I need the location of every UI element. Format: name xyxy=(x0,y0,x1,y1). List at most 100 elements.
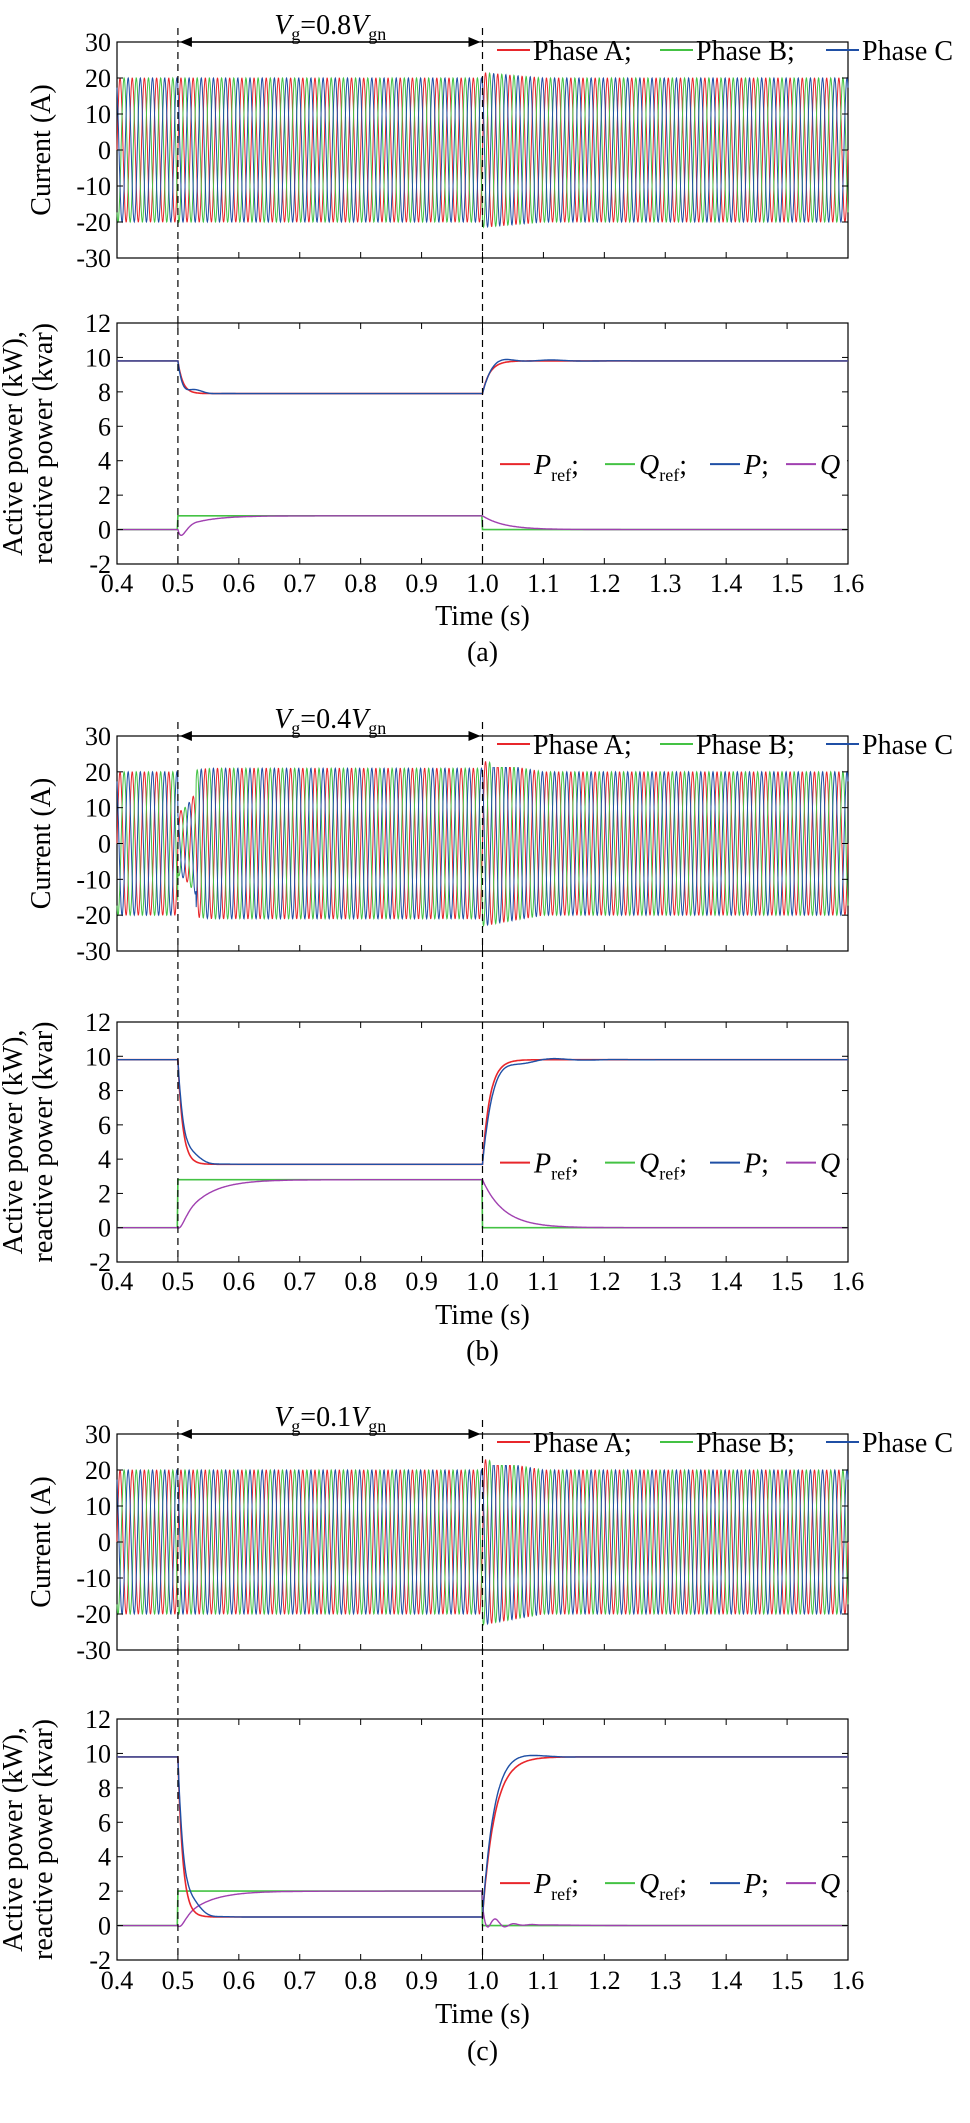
legend-symbol-q-ref: Q xyxy=(639,1149,659,1180)
legend-symbol-p-ref: P xyxy=(533,450,551,481)
legend-label-phase-b: Phase B; xyxy=(696,1428,795,1459)
legend-label-phase-a: Phase A; xyxy=(533,36,632,67)
xtick-label: 0.6 xyxy=(223,569,256,598)
power-ytick-label: 4 xyxy=(98,1145,111,1174)
xtick-label: 1.1 xyxy=(527,569,560,598)
voltage-subscript-nominal: gn xyxy=(368,24,386,44)
xtick-label: 0.4 xyxy=(101,1267,134,1296)
voltage-dip-label: Vg=0.4Vgn xyxy=(274,704,386,738)
current-ytick-label: -10 xyxy=(76,172,111,201)
current-ytick-label: 0 xyxy=(98,136,111,165)
xtick-label: 1.0 xyxy=(466,569,499,598)
xtick-label: 1.2 xyxy=(588,1966,621,1995)
current-ytick-label: 0 xyxy=(98,830,111,859)
power-ytick-label: 8 xyxy=(98,1774,111,1803)
power-ylabel-line-2: reactive power (kvar) xyxy=(28,1719,59,1960)
current-ytick-label: 0 xyxy=(98,1528,111,1557)
power-ytick-label: 12 xyxy=(85,1008,111,1037)
legend-symbol-q-ref: Q xyxy=(639,1869,659,1900)
legend-symbol-q-ref: Q xyxy=(639,450,659,481)
current-ytick-label: -30 xyxy=(76,244,111,273)
power-ytick-label: 6 xyxy=(98,1111,111,1140)
xtick-label: 1.3 xyxy=(649,1267,682,1296)
panel-label: (a) xyxy=(467,637,498,668)
legend-subscript-q-ref: ref xyxy=(659,1884,679,1904)
current-ylabel: Current (A) xyxy=(26,778,57,909)
power-ytick-label: 0 xyxy=(98,1912,111,1941)
current-ytick-label: -10 xyxy=(76,1564,111,1593)
power-ytick-label: 2 xyxy=(98,1877,111,1906)
legend-subscript-p-ref: ref xyxy=(551,1884,571,1904)
legend-symbol-p: P xyxy=(743,1149,761,1180)
legend-label-phase-b: Phase B; xyxy=(696,730,795,761)
legend-label-p-ref: Pref; xyxy=(533,1149,579,1184)
power-ylabel-line-1: Active power (kW), xyxy=(0,1030,29,1255)
legend-separator: ; xyxy=(571,1869,579,1900)
legend-symbol-p-ref: P xyxy=(533,1149,551,1180)
voltage-dip-label: Vg=0.1Vgn xyxy=(274,1402,386,1436)
current-ylabel: Current (A) xyxy=(26,1476,57,1607)
voltage-dip-arrow-head-right xyxy=(468,37,481,47)
legend-background xyxy=(492,737,847,767)
xtick-label: 1.5 xyxy=(771,569,804,598)
legend-label-p: P; xyxy=(743,1869,769,1900)
current-ytick-label: -30 xyxy=(76,937,111,966)
current-ytick-label: 10 xyxy=(85,100,111,129)
voltage-symbol: V xyxy=(274,704,294,735)
legend-symbol-p: P xyxy=(743,450,761,481)
legend-symbol-p-ref: P xyxy=(533,1869,551,1900)
legend-label-q: Q xyxy=(820,1149,840,1180)
xtick-label: 0.9 xyxy=(405,1267,438,1296)
legend-separator: ; xyxy=(679,450,687,481)
xtick-label: 1.5 xyxy=(771,1267,804,1296)
power-ylabel-line-1: Active power (kW), xyxy=(0,1727,29,1952)
power-ytick-label: 6 xyxy=(98,1808,111,1837)
power-ytick-label: 12 xyxy=(85,1705,111,1734)
current-subplot: 30 20 10 0 -10 -20 -30 Current (A) Phase A; Phase… xyxy=(26,722,953,966)
power-legend-background xyxy=(495,1861,847,1902)
power-ytick-label: -2 xyxy=(89,550,111,579)
voltage-symbol: V xyxy=(274,1402,294,1433)
legend-separator: ; xyxy=(679,1149,687,1180)
legend-symbol-q: Q xyxy=(820,1149,840,1180)
power-ytick-label: 10 xyxy=(85,1042,111,1071)
voltage-dip-label: Vg=0.8Vgn xyxy=(274,10,386,44)
current-subplot: 30 20 10 0 -10 -20 -30 Current (A) Phase A; Phase… xyxy=(26,28,953,273)
voltage-subscript: g xyxy=(291,718,300,738)
q-series xyxy=(117,515,848,536)
power-subplot: 12 10 8 6 4 2 0 -2 Active power (kW), reactive po… xyxy=(0,1705,864,2030)
legend-label-phase-c: Phase C xyxy=(862,36,953,67)
power-subplot: 12 10 8 6 4 2 0 -2 Active power (kW), reactive po… xyxy=(0,309,864,632)
panel-label: (b) xyxy=(466,1336,499,1367)
voltage-ratio: =0.4 xyxy=(300,704,351,735)
legend-separator: ; xyxy=(761,450,769,481)
xtick-label: 0.5 xyxy=(162,1267,195,1296)
legend-subscript-p-ref: ref xyxy=(551,465,571,485)
legend-label-phase-c: Phase C xyxy=(862,1428,953,1459)
legend-label-q-ref: Qref; xyxy=(639,1149,687,1184)
power-ytick-label: 12 xyxy=(85,309,111,338)
xtick-label: 1.4 xyxy=(710,569,743,598)
legend-label-p-ref: Pref; xyxy=(533,1869,579,1904)
voltage-dip-arrow-head-right xyxy=(468,1429,481,1439)
current-ytick-label: 20 xyxy=(85,1456,111,1485)
voltage-subscript: g xyxy=(291,24,300,44)
current-ytick-label: 10 xyxy=(85,1492,111,1521)
current-ytick-label: 30 xyxy=(85,28,111,57)
current-ytick-label: 30 xyxy=(85,1420,111,1449)
xtick-label: 0.5 xyxy=(162,569,195,598)
power-ytick-label: 4 xyxy=(98,1843,111,1872)
power-ytick-label: 0 xyxy=(98,1214,111,1243)
xtick-label: 0.5 xyxy=(162,1966,195,1995)
panel-label: (c) xyxy=(467,2036,498,2067)
legend-label-p: P; xyxy=(743,1149,769,1180)
legend-separator: ; xyxy=(679,1869,687,1900)
xtick-label: 1.4 xyxy=(710,1267,743,1296)
power-ytick-label: -2 xyxy=(89,1946,111,1975)
power-ytick-label: 4 xyxy=(98,447,111,476)
power-ytick-label: 6 xyxy=(98,412,111,441)
power-subplot: 12 10 8 6 4 2 0 -2 Active power (kW), reactive po… xyxy=(0,1008,864,1331)
xtick-label: 0.6 xyxy=(223,1966,256,1995)
